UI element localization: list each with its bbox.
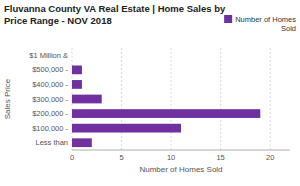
bar: [72, 51, 73, 60]
bar: [72, 65, 82, 74]
title: Fluvanna County VA Real Estate | Home Sa…: [4, 3, 226, 26]
legend: Number of HomesSold: [224, 15, 296, 33]
y-tick-label: $200,000 -: [32, 109, 68, 118]
y-axis-label: Sales Price: [3, 78, 12, 119]
grid-line: [121, 48, 122, 150]
x-axis-label: Number of Homes Sold: [139, 165, 222, 174]
x-axis-line: [72, 150, 290, 151]
legend-swatch: [224, 15, 232, 23]
chart: Fluvanna County VA Real Estate | Home Sa…: [0, 0, 300, 186]
x-tick-label: 5: [119, 153, 123, 162]
bar: [72, 124, 181, 133]
grid: [72, 48, 270, 150]
bar: [72, 109, 260, 118]
y-tick-label: $100,000 -: [32, 124, 68, 133]
legend-label: Number of HomesSold: [235, 15, 296, 33]
x-tick-label: 20: [266, 153, 274, 162]
grid-line: [270, 48, 271, 150]
y-tick-label: $1 Million &: [29, 51, 68, 60]
bars: [72, 65, 260, 147]
grid-line: [220, 48, 221, 150]
y-tick-label: Less than: [35, 138, 68, 147]
y-tick-label: $300,000 -: [32, 95, 68, 104]
bar: [72, 95, 102, 104]
bar: [72, 80, 82, 89]
y-tick-label: $500,000 -: [32, 65, 68, 74]
y-tick-label: $400,000 -: [32, 80, 68, 89]
x-tick-label: 15: [216, 153, 224, 162]
x-tick-label: 0: [70, 153, 74, 162]
bar: [72, 138, 92, 147]
grid-line: [171, 48, 172, 150]
x-tick-label: 10: [167, 153, 175, 162]
